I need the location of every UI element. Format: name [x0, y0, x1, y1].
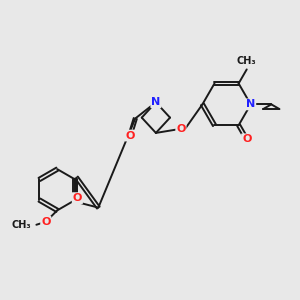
- Text: O: O: [176, 124, 186, 134]
- Text: O: O: [242, 134, 251, 144]
- Text: CH₃: CH₃: [11, 220, 31, 230]
- Text: CH₃: CH₃: [237, 56, 256, 67]
- Text: O: O: [125, 130, 135, 141]
- Text: O: O: [73, 193, 82, 203]
- Text: O: O: [41, 217, 50, 227]
- Text: N: N: [246, 99, 255, 110]
- Text: N: N: [151, 97, 160, 107]
